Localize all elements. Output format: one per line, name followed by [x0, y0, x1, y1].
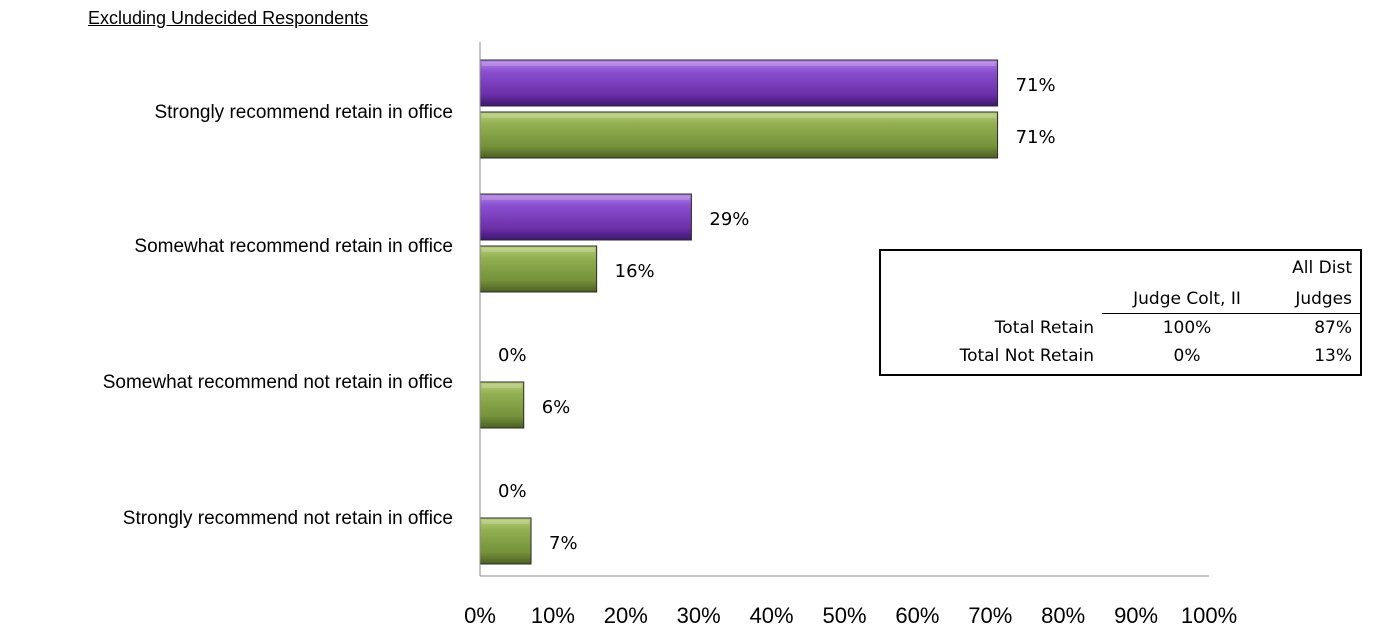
table-cell: 13%	[1314, 346, 1352, 366]
bar	[479, 111, 999, 159]
x-tick-label: 0%	[464, 603, 496, 628]
x-tick-label: 40%	[750, 603, 794, 628]
x-tick-label: 100%	[1181, 603, 1237, 628]
table-header-cell	[881, 285, 1102, 314]
data-label: 7%	[549, 533, 578, 554]
x-tick-label: 50%	[822, 603, 866, 628]
category-label: Strongly recommend retain in office	[154, 102, 453, 123]
table-cell: 0%	[1173, 346, 1201, 366]
bar-highlight	[482, 114, 996, 118]
table-header-cell	[1102, 251, 1272, 285]
bar	[479, 517, 532, 565]
category-label: Somewhat recommend not retain in office	[103, 372, 453, 393]
bar-highlight	[482, 196, 690, 200]
bar-highlight	[482, 62, 996, 66]
table-header-cell: Judge Colt, II	[1102, 285, 1272, 314]
table-row: Total Retain 100% 87%	[881, 314, 1360, 343]
data-label: 0%	[498, 481, 527, 502]
data-label: 29%	[709, 209, 749, 230]
bar-highlight	[482, 520, 530, 524]
data-label: 6%	[542, 397, 571, 418]
table-cell: Total Not Retain	[959, 346, 1094, 366]
bar-highlight	[482, 248, 595, 252]
data-label: 71%	[1016, 127, 1056, 148]
table-header-row: All Dist	[881, 251, 1360, 285]
table-cell: 100%	[1162, 318, 1212, 338]
table-cell: 87%	[1314, 318, 1352, 338]
table-header-cell	[881, 251, 1102, 285]
bar	[479, 193, 692, 241]
category-label: Somewhat recommend retain in office	[134, 236, 453, 257]
x-tick-label: 80%	[1041, 603, 1085, 628]
x-tick-label: 90%	[1114, 603, 1158, 628]
chart-subtitle: Excluding Undecided Respondents	[88, 8, 369, 28]
data-label: 16%	[615, 261, 655, 282]
table-header-cell: All Dist	[1292, 258, 1352, 278]
x-tick-label: 60%	[895, 603, 939, 628]
category-label: Strongly recommend not retain in office	[123, 508, 453, 529]
table-header-row: Judge Colt, II Judges	[881, 285, 1360, 314]
table-header-cell: Judges	[1272, 285, 1360, 314]
x-tick-label: 70%	[968, 603, 1012, 628]
table-cell: Total Retain	[994, 317, 1094, 338]
bar	[479, 59, 999, 107]
data-label: 0%	[498, 345, 527, 366]
bar-highlight	[482, 384, 522, 388]
table-row: Total Not Retain 0% 13%	[881, 342, 1360, 370]
x-tick-label: 30%	[677, 603, 721, 628]
summary-table: All Dist Judge Colt, II Judges Total Ret…	[879, 249, 1362, 376]
bar	[479, 245, 598, 293]
x-tick-label: 10%	[531, 603, 575, 628]
x-tick-label: 20%	[604, 603, 648, 628]
data-label: 71%	[1016, 75, 1056, 96]
bar	[479, 381, 525, 429]
